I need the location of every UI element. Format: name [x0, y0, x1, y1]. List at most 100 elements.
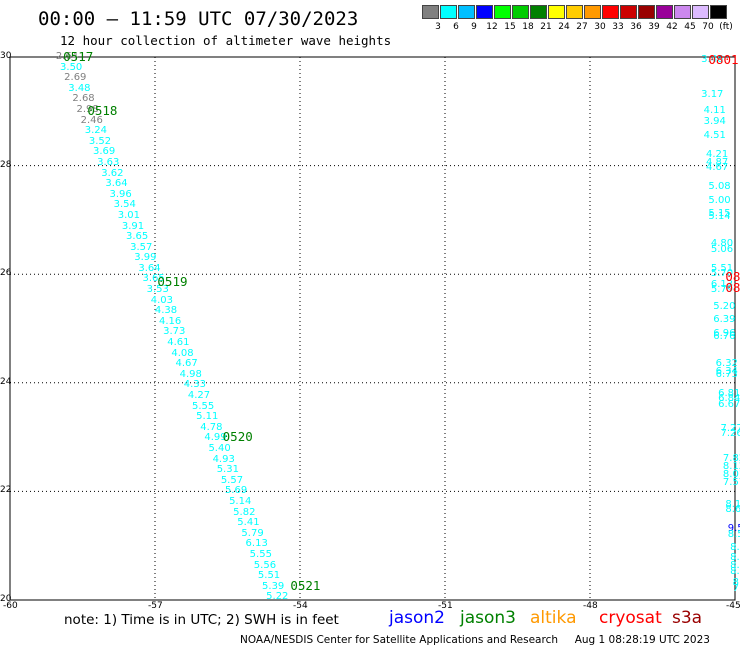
wave-height-value: 5.14 — [229, 495, 252, 507]
plot-frame — [9, 56, 736, 601]
pass-time-label: 08 — [725, 268, 740, 284]
wave-height-value: 5.08 — [708, 181, 731, 193]
wave-height-value: 8.8 — [730, 542, 740, 554]
wave-height-value: 5.51 — [710, 262, 734, 274]
wave-height-value: 3.53 — [146, 284, 169, 296]
pass-time-label: 08 — [725, 279, 740, 295]
legend-jason3: jason3 — [460, 608, 516, 628]
wave-height-value: 2.46 — [80, 114, 103, 126]
lon-tick-label: -45 — [726, 601, 740, 611]
colorbar-swatch — [494, 5, 511, 19]
wave-height-value: 4.21 — [706, 148, 729, 160]
wave-height-value: 4.67 — [175, 358, 198, 370]
wave-height-value: 3.96 — [109, 188, 132, 200]
wave-height-value: 4.87 — [706, 156, 729, 168]
colorbar-label: 3 — [435, 22, 441, 32]
wave-height-value: 7.82 — [722, 452, 740, 464]
wave-height-value: 3.99 — [134, 252, 157, 264]
wave-height-value: 2.69 — [64, 72, 87, 84]
wave-height-value: 4.51 — [703, 129, 726, 141]
map-title: 00:00 – 11:59 UTC 07/30/2023 — [38, 8, 359, 30]
wave-height-value: 5.51 — [257, 570, 281, 582]
wave-height-value: 8.6 — [730, 560, 740, 572]
wave-height-value: 5.40 — [208, 442, 231, 454]
wave-height-value: 6.67 — [718, 398, 740, 410]
colorbar-label: 30 — [594, 22, 606, 32]
pass-time-label: 0518 — [87, 103, 118, 119]
wave-height-value: 5.14 — [708, 211, 731, 223]
wave-height-value: 7.26 — [720, 428, 740, 440]
wave-height-value: 8.53 — [727, 528, 740, 540]
wave-height-value: 5.55 — [191, 400, 215, 412]
colorbar-swatch — [602, 5, 619, 19]
wave-height-value: 5.79 — [241, 527, 264, 539]
lat-tick-label: 22 — [0, 485, 12, 496]
colorbar-swatch — [584, 5, 601, 19]
wave-height-value: 3.65 — [126, 231, 149, 243]
colorbar-label: 45 — [684, 22, 696, 32]
legend-altika: altika — [530, 608, 577, 628]
colorbar-swatch — [440, 5, 457, 19]
wave-height-value: 3.54 — [113, 199, 136, 211]
colorbar-swatch — [674, 5, 691, 19]
wave-height-value: 6.13 — [710, 279, 734, 291]
wave-height-value: 3.65 — [142, 273, 165, 285]
wave-height-value: 5.31 — [216, 464, 239, 476]
colorbar-label: 21 — [540, 22, 552, 32]
wave-height-value: 6.39 — [713, 314, 736, 326]
wave-height-value: 4.93 — [212, 453, 235, 465]
wave-height-value: 3.94 — [703, 116, 726, 128]
colorbar-label: 33 — [612, 22, 624, 32]
wave-height-value: 5.11 — [196, 411, 219, 423]
colorbar-swatch — [620, 5, 637, 19]
colorbar-swatch — [458, 5, 475, 19]
colorbar-swatch — [548, 5, 565, 19]
wave-height-value: 8.6 — [732, 576, 740, 588]
colorbar-label: 39 — [648, 22, 660, 32]
wave-height-value: 3.46 — [701, 53, 724, 65]
lat-tick-label: 24 — [0, 376, 12, 387]
colorbar-swatch — [656, 5, 673, 19]
wave-height-value: 8.01 — [722, 469, 740, 481]
wave-height-value: 5.15 — [708, 208, 731, 220]
wave-height-value: 5.22 — [266, 591, 289, 603]
wave-height-value: 2.68 — [72, 93, 95, 105]
wave-height-value: 4.16 — [158, 315, 182, 327]
wave-height-value: 4.67 — [706, 162, 729, 174]
wave-height-value: 8.5 — [730, 565, 740, 577]
pass-time-label: 0517 — [63, 49, 94, 64]
wave-height-value: 4.61 — [167, 337, 190, 349]
pass-time-label: 0521 — [290, 578, 321, 594]
wave-height-value: 5.69 — [224, 485, 248, 497]
wave-height-value: 3.52 — [88, 135, 112, 147]
wave-height-value: 7.27 — [720, 422, 740, 434]
wave-height-value: 3.73 — [163, 326, 186, 338]
pass-time-label: 0520 — [222, 429, 253, 445]
wave-height-value: 2.64 — [55, 51, 79, 62]
wave-height-value: 5.06 — [710, 243, 734, 255]
lat-tick-label: 26 — [0, 268, 12, 279]
lon-tick-label: -54 — [293, 601, 308, 611]
wave-height-value: 5.55 — [249, 548, 272, 560]
wave-height-value: 5.57 — [220, 474, 244, 486]
wave-height-value: 5.20 — [713, 300, 736, 312]
wave-height-value: 3.50 — [60, 61, 83, 73]
colorbar-label: 70 — [702, 22, 714, 32]
footer-org: NOAA/NESDIS Center for Satellite Applica… — [240, 634, 558, 646]
wave-height-value: 4.80 — [710, 238, 734, 250]
wave-height-value: 8.60 — [725, 504, 740, 516]
wave-height-value: 5.82 — [233, 506, 256, 518]
colorbar-swatch — [422, 5, 439, 19]
lon-tick-label: -60 — [3, 601, 18, 611]
wave-height-value: 4.11 — [703, 105, 726, 117]
wave-height-value: 3.69 — [93, 146, 116, 158]
colorbar-swatch — [476, 5, 493, 19]
wave-height-value: 4.03 — [150, 294, 173, 306]
footer: NOAA/NESDIS Center for Satellite Applica… — [240, 634, 710, 646]
legend-cryosat: cryosat — [599, 608, 662, 628]
units-note: note: 1) Time is in UTC; 2) SWH is in fe… — [64, 612, 339, 628]
wave-height-value: 5.39 — [262, 580, 285, 592]
wave-height-value: 4.27 — [187, 390, 211, 401]
wave-height-value: 3.48 — [68, 82, 91, 94]
